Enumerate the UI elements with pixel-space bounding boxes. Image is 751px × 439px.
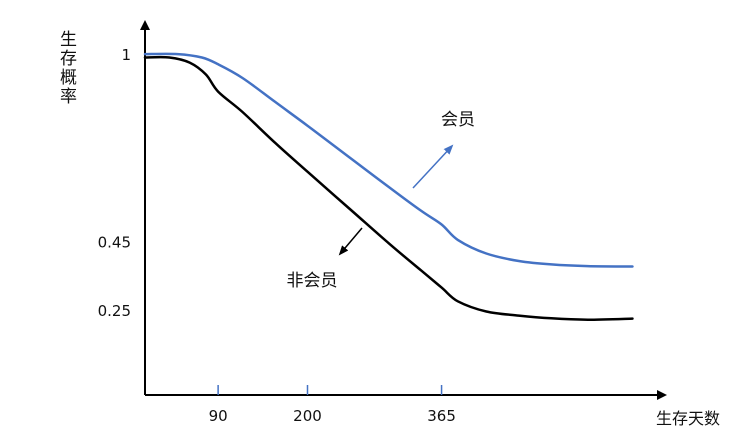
- x-tick-label-90: 90: [209, 407, 228, 425]
- y-tick-label-0.25: 0.25: [98, 302, 131, 320]
- y-tick-label-1: 1: [121, 46, 131, 64]
- y-tick-label-0.45: 0.45: [98, 234, 131, 252]
- x-tick-label-200: 200: [293, 407, 322, 425]
- x-ticks: 90 200 365: [209, 385, 456, 425]
- member-annotation-arrow: [412, 144, 454, 189]
- series-line-member: [143, 52, 634, 268]
- x-tick-label-365: 365: [427, 407, 456, 425]
- y-ticks: 1 0.45 0.25: [98, 46, 131, 320]
- nonmember-annotation-arrow: [338, 227, 363, 256]
- y-axis-title-text: 生存概率: [56, 30, 77, 106]
- member-annotation-label: 会员: [441, 110, 475, 130]
- series-line-nonmember: [143, 55, 634, 321]
- x-axis-title: 生存天数: [656, 409, 720, 428]
- nonmember-annotation-label: 非会员: [287, 271, 338, 291]
- y-axis-title: 生存概率: [56, 30, 77, 106]
